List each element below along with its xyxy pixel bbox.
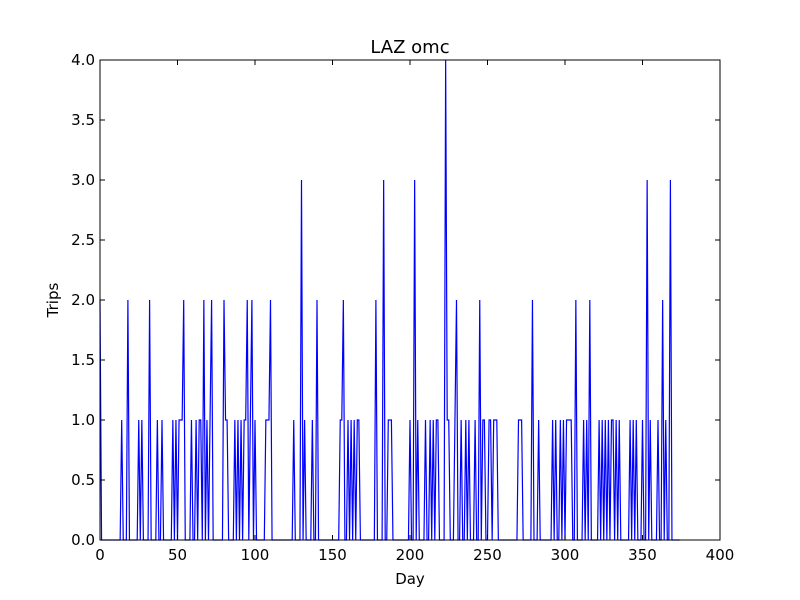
x-tick-label: 150 xyxy=(318,546,347,564)
y-tick-label: 3.0 xyxy=(71,171,95,189)
x-tick-label: 200 xyxy=(396,546,425,564)
x-tick-label: 350 xyxy=(628,546,657,564)
y-axis-label: Trips xyxy=(44,283,62,319)
x-tick-label: 50 xyxy=(168,546,187,564)
y-tick-label: 1.0 xyxy=(71,411,95,429)
x-tick-label: 400 xyxy=(706,546,735,564)
x-axis-label: Day xyxy=(395,570,425,588)
plot-frame xyxy=(99,59,721,541)
x-tick-label: 0 xyxy=(95,546,105,564)
y-tick-label: 2.5 xyxy=(71,231,95,249)
y-tick-label: 1.5 xyxy=(71,351,95,369)
x-tick-label: 100 xyxy=(241,546,270,564)
series-line-0 xyxy=(99,59,680,541)
y-tick-label: 0.0 xyxy=(71,531,95,549)
chart-title: LAZ omc xyxy=(370,37,449,58)
y-tick-label: 0.5 xyxy=(71,471,95,489)
y-tick-label: 2.0 xyxy=(71,291,95,309)
y-tick-label: 3.5 xyxy=(71,111,95,129)
x-axis-ticks: 0 50 100 150 200 250 300 350 400 xyxy=(95,60,734,564)
y-tick-label: 4.0 xyxy=(71,51,95,69)
x-tick-label: 250 xyxy=(473,546,502,564)
x-tick-label: 300 xyxy=(551,546,580,564)
y-axis-ticks: 0.0 0.5 1.0 1.5 2.0 2.5 3.0 3.5 4.0 xyxy=(71,51,720,549)
plot-area xyxy=(99,59,680,541)
